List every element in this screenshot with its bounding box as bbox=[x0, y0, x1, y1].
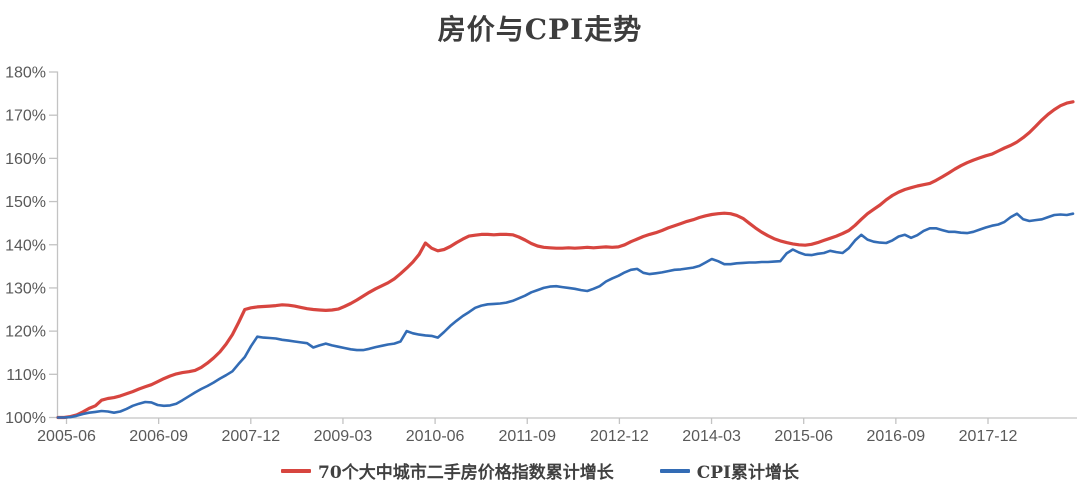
x-tick-label: 2007-12 bbox=[221, 428, 280, 445]
x-tick-label: 2006-09 bbox=[129, 428, 188, 445]
y-tick-label: 140% bbox=[5, 237, 46, 254]
x-tick-label: 2012-12 bbox=[590, 428, 649, 445]
y-tick-label: 130% bbox=[5, 280, 46, 297]
x-tick-label: 2010-06 bbox=[406, 428, 465, 445]
y-tick-label: 180% bbox=[5, 65, 46, 82]
x-tick-label: 2005-06 bbox=[37, 428, 96, 445]
legend: 70个大中城市二手房价格指数累计增长 CPI累计增长 bbox=[0, 458, 1080, 483]
legend-swatch-cpi-icon bbox=[659, 468, 690, 473]
y-tick-label: 100% bbox=[5, 410, 46, 427]
legend-swatch-house-price-icon bbox=[281, 468, 312, 473]
x-tick-label: 2017-12 bbox=[959, 428, 1018, 445]
y-tick-label: 150% bbox=[5, 194, 46, 211]
y-tick-label: 170% bbox=[5, 108, 46, 125]
house-price-line bbox=[56, 100, 1075, 420]
y-tick-label: 120% bbox=[5, 324, 46, 341]
x-tick-label: 2014-03 bbox=[682, 428, 741, 445]
legend-label-cpi: CPI累计增长 bbox=[696, 463, 799, 483]
x-tick-label: 2016-09 bbox=[866, 428, 925, 445]
legend-item-cpi: CPI累计增长 bbox=[659, 458, 799, 483]
legend-label-house-price: 70个大中城市二手房价格指数累计增长 bbox=[318, 463, 614, 483]
x-tick-label: 2011-09 bbox=[498, 428, 556, 445]
x-tick-label: 2015-06 bbox=[774, 428, 833, 445]
cpi-line bbox=[56, 212, 1075, 419]
chart-title: 房价与CPI走势 bbox=[437, 13, 643, 46]
x-tick-label: 2009-03 bbox=[314, 428, 373, 445]
y-tick-label: 160% bbox=[5, 151, 46, 168]
legend-item-house-price: 70个大中城市二手房价格指数累计增长 bbox=[281, 458, 614, 483]
y-tick-label: 110% bbox=[6, 367, 46, 384]
